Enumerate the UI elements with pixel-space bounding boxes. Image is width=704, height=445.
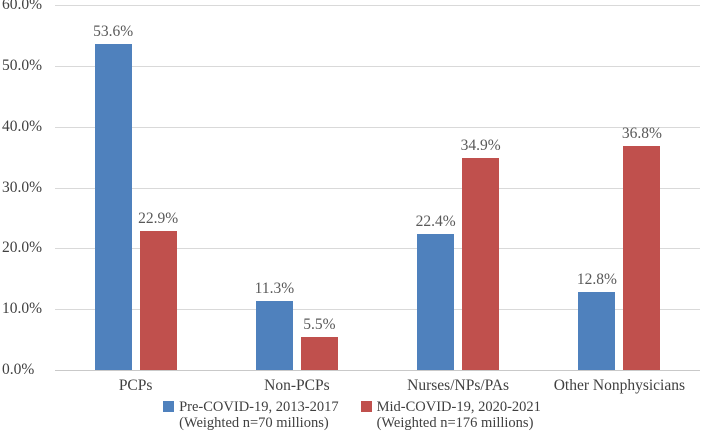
category-label-nurses-nps-pas: Nurses/NPs/PAs bbox=[407, 377, 510, 394]
legend-label-mid-covid: Mid-COVID-19, 2020-2021 (Weighted n=176 … bbox=[377, 399, 541, 431]
gridline-60-0 bbox=[55, 5, 700, 6]
legend-entry-pre-covid: Pre-COVID-19, 2013-2017 (Weighted n=70 m… bbox=[163, 399, 339, 431]
gridline-50-0 bbox=[55, 65, 700, 67]
bar-pre-covid-19-2013-2017-other-nonphysicians bbox=[578, 292, 616, 370]
gridline-10-0 bbox=[55, 309, 700, 311]
legend-label-line2: (Weighted n=176 millions) bbox=[376, 415, 534, 431]
data-label-mid-covid-19-2020-2021-other-nonphysicians: 36.8% bbox=[621, 125, 662, 143]
y-tick-label-0-0: 0.0% bbox=[2, 361, 35, 378]
legend-label-line1: Pre-COVID-19, 2013-2017 bbox=[179, 399, 339, 415]
y-tick-label-10-0: 10.0% bbox=[2, 300, 43, 318]
legend-swatch-mid-covid-icon bbox=[360, 401, 372, 412]
data-label-pre-covid-19-2013-2017-pcps: 53.6% bbox=[93, 22, 134, 40]
legend-label-line1: Mid-COVID-19, 2020-2021 bbox=[376, 399, 541, 415]
legend-label-line2: (Weighted n=70 millions) bbox=[179, 415, 329, 431]
category-label-other-nonphysicians: Other Nonphysicians bbox=[553, 377, 686, 394]
data-label-pre-covid-19-2013-2017-non-pcps: 11.3% bbox=[254, 280, 295, 298]
y-tick-label-50-0: 50.0% bbox=[2, 56, 43, 74]
gridline-30-0 bbox=[55, 187, 700, 189]
data-label-pre-covid-19-2013-2017-other-nonphysicians: 12.8% bbox=[576, 271, 617, 289]
category-label-non-pcps: Non-PCPs bbox=[264, 377, 330, 394]
legend-entry-mid-covid: Mid-COVID-19, 2020-2021 (Weighted n=176 … bbox=[360, 399, 541, 431]
bar-mid-covid-19-2020-2021-other-nonphysicians bbox=[623, 146, 661, 370]
y-tick-label-40-0: 40.0% bbox=[2, 117, 43, 135]
data-label-mid-covid-19-2020-2021-pcps: 22.9% bbox=[138, 209, 179, 227]
y-tick-label-30-0: 30.0% bbox=[2, 178, 43, 196]
bar-pre-covid-19-2013-2017-pcps bbox=[94, 43, 132, 370]
bar-pre-covid-19-2013-2017-nurses-nps-pas bbox=[417, 233, 455, 370]
gridline-40-0 bbox=[55, 126, 700, 128]
data-label-mid-covid-19-2020-2021-nurses-nps-pas: 34.9% bbox=[460, 136, 501, 154]
bar-mid-covid-19-2020-2021-non-pcps bbox=[300, 336, 338, 370]
y-tick-label-60-0: 60.0% bbox=[2, 0, 43, 13]
gridline-20-0 bbox=[55, 248, 700, 250]
legend: Pre-COVID-19, 2013-2017 (Weighted n=70 m… bbox=[0, 399, 704, 431]
y-tick-label-20-0: 20.0% bbox=[2, 239, 43, 257]
bar-mid-covid-19-2020-2021-nurses-nps-pas bbox=[462, 157, 500, 370]
category-label-pcps: PCPs bbox=[118, 377, 153, 394]
data-label-mid-covid-19-2020-2021-non-pcps: 5.5% bbox=[303, 315, 336, 333]
legend-swatch-pre-covid-icon bbox=[163, 401, 175, 412]
legend-label-pre-covid: Pre-COVID-19, 2013-2017 (Weighted n=70 m… bbox=[179, 399, 338, 431]
data-label-pre-covid-19-2013-2017-nurses-nps-pas: 22.4% bbox=[415, 212, 456, 230]
x-axis-line bbox=[55, 370, 700, 371]
bar-mid-covid-19-2020-2021-pcps bbox=[139, 230, 177, 370]
bar-pre-covid-19-2013-2017-non-pcps bbox=[255, 301, 293, 370]
